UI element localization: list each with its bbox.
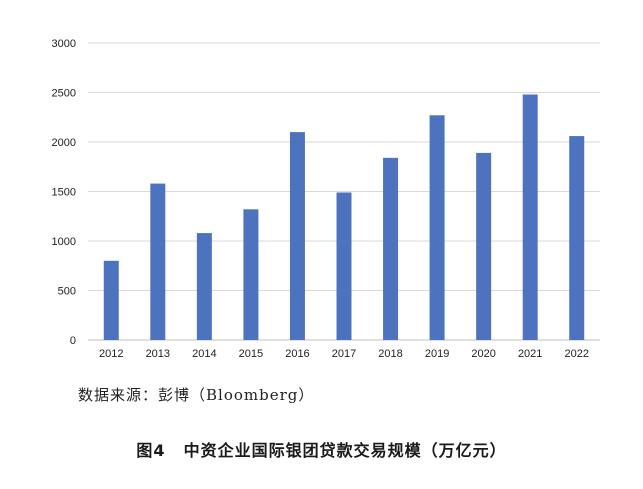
x-tick-label: 2015 (239, 348, 263, 360)
y-tick-label: 500 (58, 286, 76, 298)
x-tick-label: 2022 (564, 348, 588, 360)
x-tick-label: 2018 (378, 348, 402, 360)
x-tick-label: 2016 (285, 348, 309, 360)
y-tick-label: 2500 (52, 88, 76, 100)
y-axis-ticks: 0 500 1000 1500 2000 2500 3000 (52, 38, 76, 347)
bar-2022 (569, 136, 585, 340)
bar-2015 (243, 209, 259, 340)
figure-title: 中资企业国际银团贷款交易规模（万亿元） (183, 441, 507, 460)
x-tick-label: 2012 (99, 348, 123, 360)
x-tick-label: 2021 (518, 348, 542, 360)
figure-number: 图4 (136, 441, 166, 460)
x-tick-label: 2014 (192, 348, 216, 360)
bar-2013 (150, 183, 166, 340)
bar-2017 (336, 192, 352, 340)
y-tick-label: 3000 (52, 38, 76, 50)
source-note: 数据来源：彭博（Bloomberg） (78, 386, 315, 404)
x-tick-label: 2019 (425, 348, 449, 360)
x-tick-label: 2013 (146, 348, 170, 360)
bar-2019 (429, 115, 445, 341)
x-tick-label: 2017 (332, 348, 356, 360)
y-tick-label: 1500 (52, 187, 76, 199)
y-tick-label: 1000 (52, 236, 76, 248)
bars (103, 94, 585, 341)
bar-2018 (383, 157, 399, 340)
figure-caption: 图4 中资企业国际银团贷款交易规模（万亿元） (0, 437, 643, 461)
bar-2016 (289, 132, 305, 340)
y-tick-label: 0 (70, 335, 76, 347)
bar-2020 (476, 152, 492, 340)
x-axis-ticks: 2012 2013 2014 2015 2016 2017 2018 2019 2020 2021… (99, 348, 589, 360)
bar-2012 (103, 260, 119, 340)
x-tick-label: 2020 (471, 348, 495, 360)
bar-2021 (522, 94, 538, 340)
y-tick-label: 2000 (52, 137, 76, 149)
bar-2014 (196, 233, 212, 340)
